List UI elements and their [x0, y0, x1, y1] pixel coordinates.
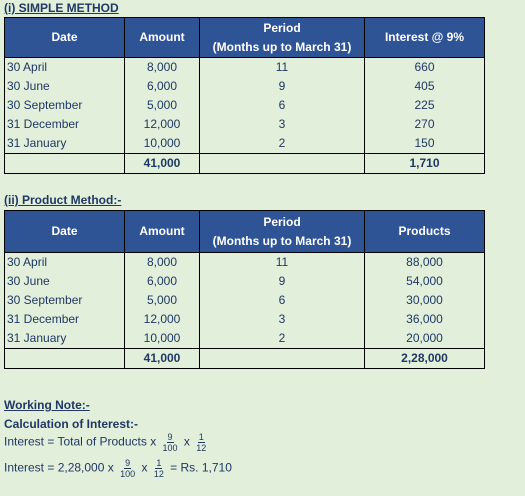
working-note-subtitle: Calculation of Interest:- [4, 417, 139, 431]
period-cell: 11 [199, 252, 365, 272]
period-cell: 2 [199, 329, 365, 349]
amount-cell: 5,000 [124, 96, 200, 115]
period-cell: 6 [199, 291, 365, 310]
header-amount: Amount [124, 210, 200, 253]
product-method-title: (ii) Product Method:- [4, 193, 122, 207]
table-row: 31 January 10,000 2 20,000 [4, 329, 485, 349]
table-row: 31 December 12,000 3 270 [4, 115, 485, 134]
table-row: 30 September 5,000 6 30,000 [4, 291, 485, 310]
fraction-1-over-12: 1 12 [196, 432, 207, 453]
value-cell: 54,000 [364, 272, 485, 291]
value-cell: 405 [364, 77, 485, 96]
value-cell: 270 [364, 115, 485, 134]
table-row: 30 June 6,000 9 54,000 [4, 272, 485, 291]
amount-cell: 12,000 [124, 115, 200, 134]
date-cell: 31 January [4, 134, 125, 154]
header-period: Period (Months up to March 31) [199, 210, 365, 253]
period-cell: 9 [199, 272, 365, 291]
date-cell: 30 June [4, 77, 125, 96]
period-cell: 2 [199, 134, 365, 154]
value-cell: 30,000 [364, 291, 485, 310]
period-cell: 11 [199, 57, 365, 77]
period-cell: 6 [199, 96, 365, 115]
date-cell: 30 September [4, 291, 125, 310]
amount-cell: 10,000 [124, 329, 200, 349]
working-note-title: Working Note:- [4, 398, 90, 412]
amount-cell: 10,000 [124, 134, 200, 154]
total-value: 2,28,000 [364, 348, 485, 369]
date-cell: 31 December [4, 310, 125, 329]
value-cell: 88,000 [364, 252, 485, 272]
period-cell: 9 [199, 77, 365, 96]
amount-cell: 8,000 [124, 252, 200, 272]
date-cell: 30 April [4, 252, 125, 272]
table-row: 30 April 8,000 11 88,000 [4, 252, 485, 272]
simple-method-table: Date Amount Period (Months up to March 3… [4, 17, 485, 174]
amount-cell: 6,000 [124, 77, 200, 96]
fraction-9-over-100: 9 100 [162, 432, 178, 453]
total-row: 41,000 1,710 [4, 153, 485, 174]
total-amount: 41,000 [124, 153, 200, 174]
simple-method-title: (i) SIMPLE METHOD [4, 1, 119, 15]
header-date: Date [4, 17, 125, 58]
header-date: Date [4, 210, 125, 253]
date-cell: 31 January [4, 329, 125, 349]
total-value: 1,710 [364, 153, 485, 174]
amount-cell: 6,000 [124, 272, 200, 291]
table-row: 30 June 6,000 9 405 [4, 77, 485, 96]
fraction-9-over-100: 9 100 [120, 458, 136, 479]
header-period: Period (Months up to March 31) [199, 17, 365, 58]
value-cell: 20,000 [364, 329, 485, 349]
working-line-2: Interest = 2,28,000 x 9 100 x 1 12 = Rs. 1… [4, 458, 232, 479]
date-cell: 30 April [4, 57, 125, 77]
value-cell: 225 [364, 96, 485, 115]
value-cell: 660 [364, 57, 485, 77]
table-row: 30 September 5,000 6 225 [4, 96, 485, 115]
product-method-table: Date Amount Period (Months up to March 3… [4, 210, 485, 369]
total-row: 41,000 2,28,000 [4, 348, 485, 369]
value-cell: 36,000 [364, 310, 485, 329]
period-cell: 3 [199, 310, 365, 329]
header-interest: Interest @ 9% [364, 17, 485, 58]
value-cell: 150 [364, 134, 485, 154]
header-amount: Amount [124, 17, 200, 58]
table-row: 30 April 8,000 11 660 [4, 57, 485, 77]
period-cell: 3 [199, 115, 365, 134]
fraction-1-over-12: 1 12 [153, 458, 164, 479]
amount-cell: 12,000 [124, 310, 200, 329]
header-products: Products [364, 210, 485, 253]
date-cell: 30 June [4, 272, 125, 291]
date-cell: 31 December [4, 115, 125, 134]
amount-cell: 5,000 [124, 291, 200, 310]
amount-cell: 8,000 [124, 57, 200, 77]
total-amount: 41,000 [124, 348, 200, 369]
table-row: 31 January 10,000 2 150 [4, 134, 485, 154]
date-cell: 30 September [4, 96, 125, 115]
table-row: 31 December 12,000 3 36,000 [4, 310, 485, 329]
